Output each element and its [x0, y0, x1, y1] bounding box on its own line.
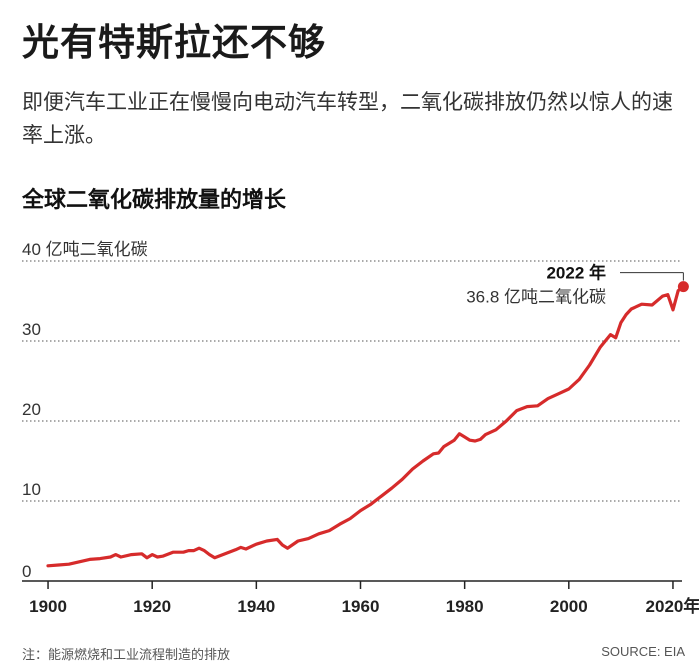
- annotation-layer: 2022 年 36.8 亿吨二氧化碳: [466, 263, 689, 307]
- y-tick-label: 10: [22, 480, 41, 499]
- headline: 光有特斯拉还不够: [22, 20, 326, 64]
- series-layer: [46, 284, 686, 568]
- endpoint-marker: [677, 281, 689, 293]
- footnote: 注：能源燃烧和工业流程制造的排放: [22, 647, 231, 662]
- subheadline: 即便汽车工业正在慢慢向电动汽车转型，二氧化碳排放仍然以惊人的速率上涨。: [22, 91, 673, 147]
- co2-emissions-line-chart: 40 亿吨二氧化碳 0 10 20 30 1900 1920 1940 1960 1980 20…: [22, 240, 699, 616]
- x-tick-label: 1900: [29, 597, 67, 616]
- x-ticks: 1900 1920 1940 1960 1980 2000 2020年: [22, 580, 699, 616]
- y-tick-label: 30: [22, 320, 41, 339]
- chart-title: 全球二氧化碳排放量的增长: [22, 187, 287, 212]
- emissions-series-line: [46, 284, 686, 568]
- x-tick-label: 1960: [342, 597, 380, 616]
- y-axis-unit-label: 40 亿吨二氧化碳: [22, 240, 148, 259]
- annotation-year-label: 2022 年: [546, 263, 606, 283]
- x-tick-label: 1920: [133, 597, 171, 616]
- source-credit: SOURCE: EIA: [601, 644, 685, 659]
- x-tick-label: 2000: [550, 597, 588, 616]
- y-tick-label: 0: [22, 562, 31, 581]
- y-tick-label: 20: [22, 400, 41, 419]
- x-tick-label: 2020年: [646, 596, 699, 616]
- y-tick-labels: 0 10 20 30: [22, 320, 41, 581]
- annotation-value-label: 36.8 亿吨二氧化碳: [466, 288, 606, 307]
- x-tick-label: 1980: [446, 597, 484, 616]
- x-tick-label: 1940: [237, 597, 275, 616]
